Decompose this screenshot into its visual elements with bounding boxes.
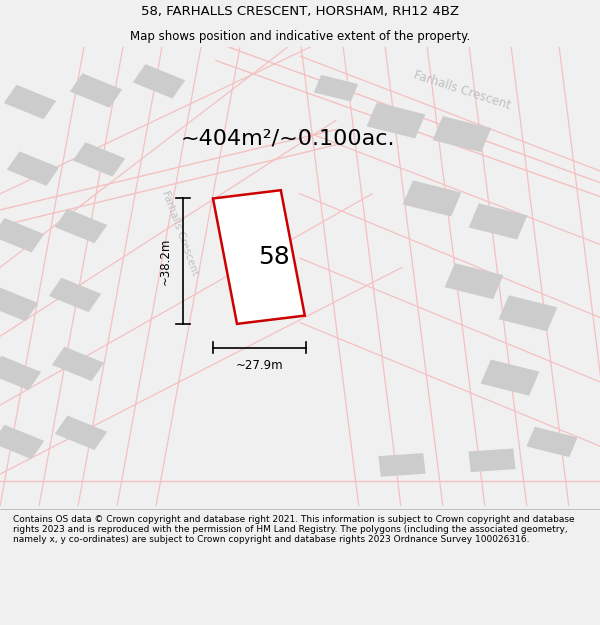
Polygon shape xyxy=(367,102,425,138)
Text: 58, FARHALLS CRESCENT, HORSHAM, RH12 4BZ: 58, FARHALLS CRESCENT, HORSHAM, RH12 4BZ xyxy=(141,5,459,18)
Polygon shape xyxy=(49,278,101,312)
Polygon shape xyxy=(73,142,125,177)
Polygon shape xyxy=(433,116,491,152)
Polygon shape xyxy=(0,218,44,252)
Text: ~38.2m: ~38.2m xyxy=(159,238,172,285)
Polygon shape xyxy=(469,203,527,239)
Polygon shape xyxy=(445,263,503,299)
Polygon shape xyxy=(379,453,425,477)
Polygon shape xyxy=(469,449,515,472)
Polygon shape xyxy=(0,425,44,459)
Polygon shape xyxy=(7,151,59,186)
Text: Farhalls Crescent: Farhalls Crescent xyxy=(412,69,512,112)
Polygon shape xyxy=(70,73,122,107)
Text: ~404m²/~0.100ac.: ~404m²/~0.100ac. xyxy=(181,129,395,149)
Text: ~27.9m: ~27.9m xyxy=(236,359,283,372)
Polygon shape xyxy=(314,75,358,102)
Polygon shape xyxy=(481,359,539,396)
Polygon shape xyxy=(0,356,41,390)
Polygon shape xyxy=(55,209,107,243)
Polygon shape xyxy=(403,181,461,216)
Polygon shape xyxy=(4,85,56,119)
Text: 58: 58 xyxy=(258,245,290,269)
Polygon shape xyxy=(0,287,38,321)
Polygon shape xyxy=(213,190,305,324)
Text: Farhalls Crescent: Farhalls Crescent xyxy=(160,189,200,277)
Text: Contains OS data © Crown copyright and database right 2021. This information is : Contains OS data © Crown copyright and d… xyxy=(13,514,575,544)
Text: Map shows position and indicative extent of the property.: Map shows position and indicative extent… xyxy=(130,30,470,43)
Polygon shape xyxy=(526,427,578,457)
Polygon shape xyxy=(52,347,104,381)
Polygon shape xyxy=(55,416,107,450)
Polygon shape xyxy=(133,64,185,99)
Polygon shape xyxy=(499,295,557,331)
